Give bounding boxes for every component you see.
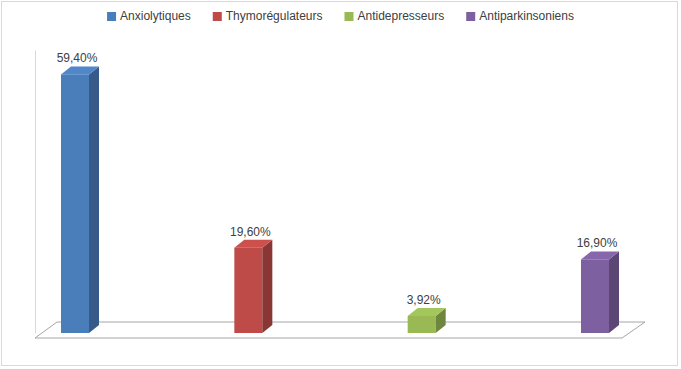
bar-side <box>262 240 272 333</box>
legend-item: Thymorégulateurs <box>213 9 323 23</box>
bar-3d <box>581 251 619 333</box>
legend-swatch <box>344 12 353 21</box>
bar <box>581 259 609 333</box>
data-label: 3,92% <box>407 293 441 307</box>
legend-swatch <box>213 12 222 21</box>
bar-top <box>581 251 619 259</box>
bar-side <box>89 66 99 333</box>
bar-side <box>609 251 619 333</box>
bar-3d <box>234 240 272 333</box>
y-axis <box>35 51 36 334</box>
y-axis-line <box>35 51 36 334</box>
bar <box>234 248 262 333</box>
chart-frame <box>2 2 678 366</box>
bar-3d <box>61 66 99 333</box>
legend-label: Thymorégulateurs <box>226 9 323 23</box>
bar <box>61 74 89 333</box>
bar <box>408 316 436 333</box>
legend-label: Antiparkinsoniens <box>479 9 574 23</box>
legend-item: Antiparkinsoniens <box>466 9 574 23</box>
bar-top <box>234 240 272 248</box>
legend: Anxiolytiques Thymorégulateurs Antidepress… <box>107 9 574 23</box>
legend-label: Antidepresseurs <box>357 9 444 23</box>
bars <box>61 66 619 333</box>
data-label: 16,90% <box>577 236 618 250</box>
legend-item: Antidepresseurs <box>344 9 444 23</box>
data-label: 19,60% <box>230 225 271 239</box>
chart: 59,40% 19,60% 3,92% 16,90% Anxiolytiques Thym… <box>0 0 681 369</box>
legend-item: Anxiolytiques <box>107 9 191 23</box>
legend-swatch <box>107 12 116 21</box>
floor <box>35 322 645 338</box>
bar-top <box>61 66 99 74</box>
legend-swatch <box>466 12 475 21</box>
bar-top <box>408 308 446 316</box>
bar-3d <box>408 308 446 333</box>
data-label: 59,40% <box>57 51 98 65</box>
legend-label: Anxiolytiques <box>120 9 191 23</box>
